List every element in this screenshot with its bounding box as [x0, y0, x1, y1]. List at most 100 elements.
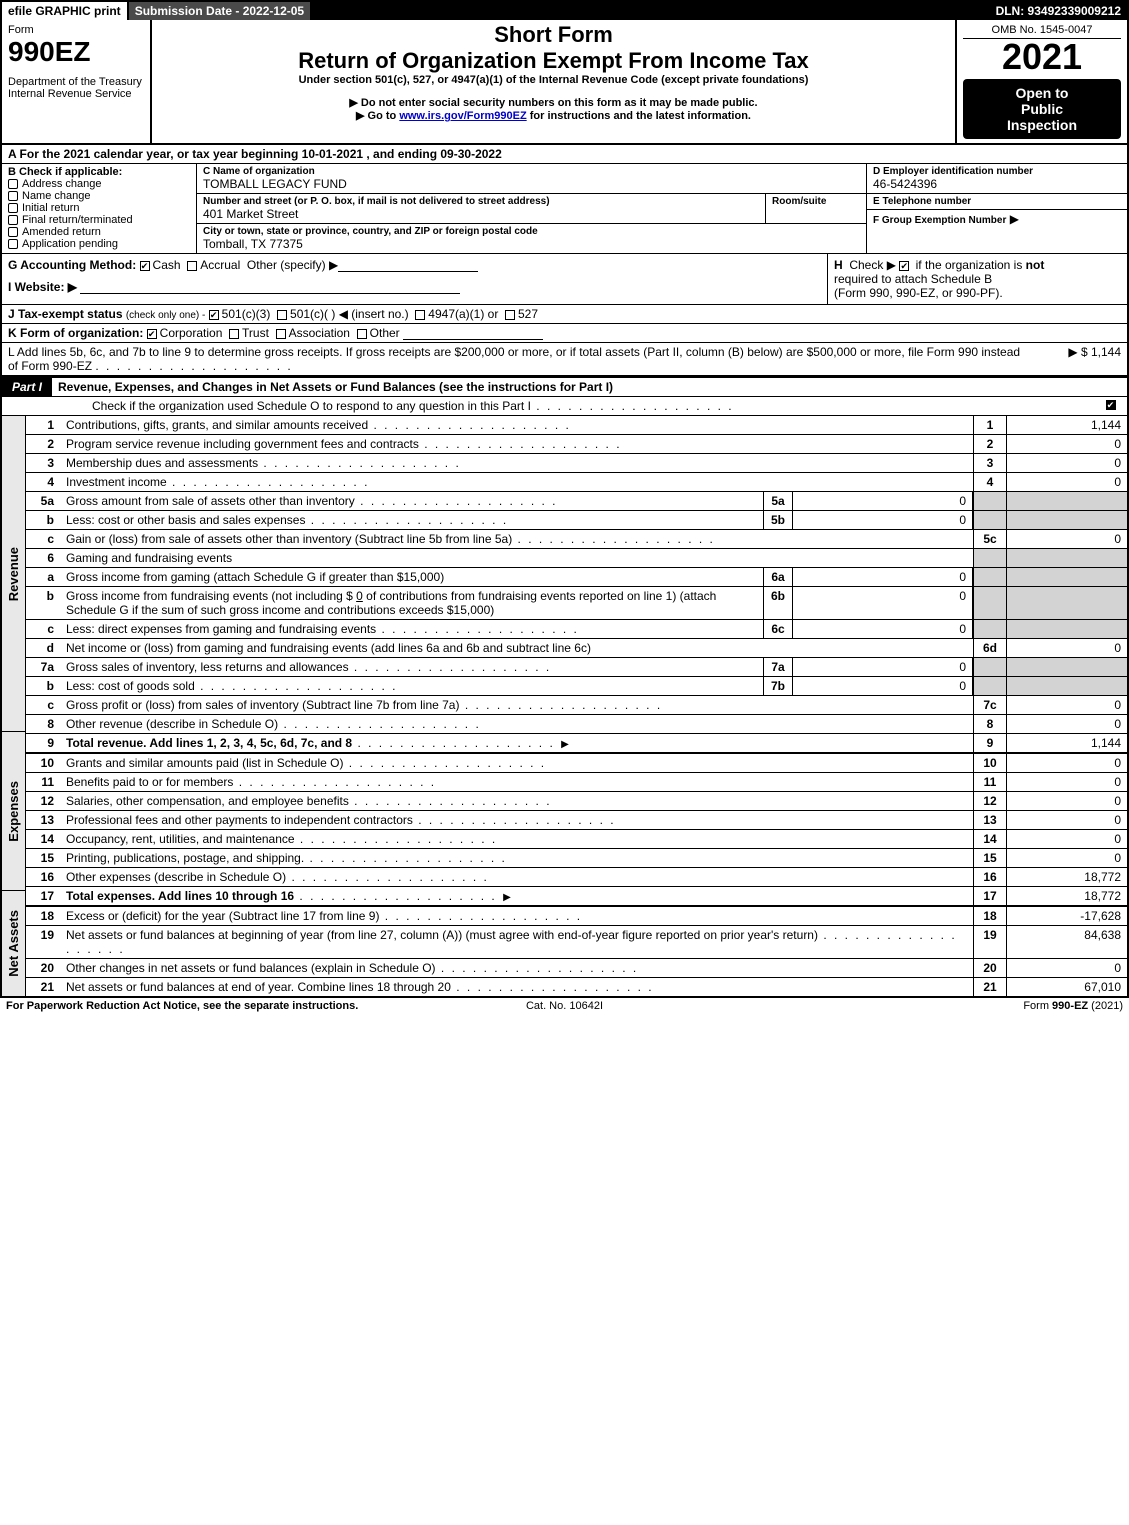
c-name-block: C Name of organization TOMBALL LEGACY FU…: [197, 164, 866, 194]
footer-mid: Cat. No. 10642I: [378, 1000, 750, 1012]
website-input-line[interactable]: [80, 282, 460, 294]
part-i-label: Part I: [2, 378, 52, 396]
shaded-cell: [1007, 492, 1127, 510]
b-opt-address[interactable]: Address change: [8, 178, 190, 190]
dots-icon: [459, 698, 662, 712]
c-room-label: Room/suite: [772, 196, 860, 207]
g-other-line[interactable]: [338, 260, 478, 272]
part-i-header: Part I Revenue, Expenses, and Changes in…: [2, 377, 1127, 397]
arrow-icon: [558, 736, 572, 750]
f-block: F Group Exemption Number ▶: [867, 210, 1127, 228]
irs-link[interactable]: www.irs.gov/Form990EZ: [399, 110, 526, 122]
c-street-block: Number and street (or P. O. box, if mail…: [197, 194, 866, 224]
line-7a: 7a Gross sales of inventory, less return…: [26, 658, 1127, 677]
page-footer: For Paperwork Reduction Act Notice, see …: [0, 998, 1129, 1014]
checkbox-cash-icon[interactable]: ✔: [140, 261, 150, 271]
dots-icon: [413, 813, 616, 827]
line-8: 8 Other revenue (describe in Schedule O)…: [26, 715, 1127, 734]
dots-icon: [512, 532, 715, 546]
j-o2: 501(c)( ) ◀ (insert no.): [290, 307, 409, 321]
line-5c: c Gain or (loss) from sale of assets oth…: [26, 530, 1127, 549]
dots-icon: [286, 870, 489, 884]
checkbox-4947-icon[interactable]: [415, 310, 425, 320]
b-opt-final[interactable]: Final return/terminated: [8, 214, 190, 226]
k-o4: Other: [370, 326, 400, 340]
b-opt-amended[interactable]: Amended return: [8, 226, 190, 238]
shaded-cell: [1007, 620, 1127, 638]
h-text2: if the organization is: [916, 258, 1026, 272]
line-21: 21 Net assets or fund balances at end of…: [26, 978, 1127, 996]
checkbox-527-icon[interactable]: [505, 310, 515, 320]
i-block: I Website: ▶: [8, 280, 821, 294]
line-18: 18 Excess or (deficit) for the year (Sub…: [26, 907, 1127, 926]
form-number: 990EZ: [8, 36, 144, 68]
shaded-cell: [973, 658, 1007, 676]
b-opt-pending[interactable]: Application pending: [8, 238, 190, 250]
checkbox-h-icon[interactable]: ✔: [899, 261, 909, 271]
checkbox-501c-icon[interactable]: [277, 310, 287, 320]
line-16: 16 Other expenses (describe in Schedule …: [26, 868, 1127, 887]
ein-value: 46-5424396: [873, 177, 1121, 191]
checkbox-trust-icon[interactable]: [229, 329, 239, 339]
footer-right: Form 990-EZ (2021): [751, 1000, 1123, 1012]
line-10: 10 Grants and similar amounts paid (list…: [26, 754, 1127, 773]
checkbox-checked-icon[interactable]: ✔: [1106, 400, 1116, 410]
top-bar: efile GRAPHIC print Submission Date - 20…: [2, 2, 1127, 20]
line-6b: b Gross income from fundraising events (…: [26, 587, 1127, 620]
j-label: J Tax-exempt status: [8, 307, 123, 321]
checkbox-other-icon[interactable]: [357, 329, 367, 339]
line-6: 6 Gaming and fundraising events: [26, 549, 1127, 568]
dots-icon: [451, 980, 654, 994]
open3: Inspection: [969, 117, 1115, 133]
side-expenses: Expenses: [6, 781, 21, 842]
shaded-cell: [1007, 658, 1127, 676]
shaded-cell: [973, 677, 1007, 695]
h-text4: (Form 990, 990-EZ, or 990-PF).: [834, 286, 1003, 300]
org-city: Tomball, TX 77375: [203, 237, 860, 251]
open1: Open to: [969, 85, 1115, 101]
dots-icon: [376, 622, 579, 636]
line-20: 20 Other changes in net assets or fund b…: [26, 959, 1127, 978]
dots-icon: [368, 418, 571, 432]
shaded-cell: [973, 492, 1007, 510]
line-12: 12 Salaries, other compensation, and emp…: [26, 792, 1127, 811]
checkbox-assoc-icon[interactable]: [276, 329, 286, 339]
line-15: 15 Printing, publications, postage, and …: [26, 849, 1127, 868]
checkbox-501c3-icon[interactable]: ✔: [209, 310, 219, 320]
dept-line2: Internal Revenue Service: [8, 88, 144, 100]
side-revenue: Revenue: [6, 547, 21, 601]
side-netassets: Net Assets: [6, 910, 21, 977]
g-block: G Accounting Method: ✔Cash Accrual Other…: [2, 254, 827, 304]
shaded-cell: [973, 568, 1007, 586]
checkbox-accrual-icon[interactable]: [187, 261, 197, 271]
topbar-spacer: [312, 2, 989, 20]
h-not: not: [1026, 258, 1045, 272]
dots-icon: [419, 437, 622, 451]
c-city-label: City or town, state or province, country…: [203, 226, 860, 237]
checkbox-icon[interactable]: [8, 203, 18, 213]
l-value: ▶ $ 1,144: [1021, 345, 1121, 373]
dots-icon: [95, 359, 292, 373]
line-19: 19 Net assets or fund balances at beginn…: [26, 926, 1127, 959]
line-1: 1 Contributions, gifts, grants, and simi…: [26, 416, 1127, 435]
line-17: 17 Total expenses. Add lines 10 through …: [26, 887, 1127, 907]
k-other-line[interactable]: [403, 328, 543, 340]
efile-print-label[interactable]: efile GRAPHIC print: [2, 2, 129, 20]
h-label: H: [834, 258, 843, 272]
open2: Public: [969, 101, 1115, 117]
form-word: Form: [8, 24, 144, 36]
line-3: 3 Membership dues and assessments 3 0: [26, 454, 1127, 473]
c-name-label: C Name of organization: [203, 166, 860, 177]
checkbox-icon[interactable]: [8, 215, 18, 225]
form-subtitle: Under section 501(c), 527, or 4947(a)(1)…: [158, 74, 949, 86]
f-label: F Group Exemption Number: [873, 215, 1006, 226]
b-opt-initial[interactable]: Initial return: [8, 202, 190, 214]
checkbox-corp-icon[interactable]: ✔: [147, 329, 157, 339]
checkbox-icon[interactable]: [8, 179, 18, 189]
col-def: D Employer identification number 46-5424…: [867, 164, 1127, 253]
b-opt-name[interactable]: Name change: [8, 190, 190, 202]
checkbox-icon[interactable]: [8, 191, 18, 201]
checkbox-icon[interactable]: [8, 227, 18, 237]
checkbox-icon[interactable]: [8, 239, 18, 249]
shaded-cell: [973, 620, 1007, 638]
